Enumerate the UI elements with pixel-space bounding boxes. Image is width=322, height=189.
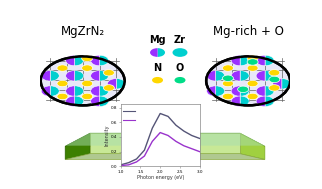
Wedge shape xyxy=(265,70,274,81)
Wedge shape xyxy=(256,70,265,81)
Wedge shape xyxy=(282,79,291,89)
Circle shape xyxy=(57,93,68,100)
Text: O: O xyxy=(176,63,184,73)
Text: Mg: Mg xyxy=(149,35,166,45)
Wedge shape xyxy=(66,70,75,81)
Wedge shape xyxy=(66,96,75,107)
Circle shape xyxy=(206,57,290,105)
Circle shape xyxy=(152,77,163,83)
Circle shape xyxy=(247,59,258,65)
Circle shape xyxy=(57,65,68,71)
Wedge shape xyxy=(240,86,249,96)
Circle shape xyxy=(223,80,233,87)
Circle shape xyxy=(223,93,233,100)
Wedge shape xyxy=(231,55,240,66)
Wedge shape xyxy=(50,70,59,81)
Wedge shape xyxy=(207,86,216,96)
Circle shape xyxy=(82,65,93,71)
Circle shape xyxy=(238,86,249,93)
Wedge shape xyxy=(99,55,109,66)
Circle shape xyxy=(223,65,233,71)
Wedge shape xyxy=(91,86,99,96)
Wedge shape xyxy=(207,70,216,81)
Circle shape xyxy=(269,85,280,91)
Polygon shape xyxy=(65,133,265,146)
Wedge shape xyxy=(75,96,84,107)
Wedge shape xyxy=(75,86,84,96)
Polygon shape xyxy=(65,154,265,160)
Wedge shape xyxy=(50,86,59,96)
Y-axis label: Intensity: Intensity xyxy=(104,124,109,146)
Circle shape xyxy=(57,80,68,87)
Wedge shape xyxy=(231,86,240,96)
Text: MgZrN₂: MgZrN₂ xyxy=(61,25,105,38)
Circle shape xyxy=(269,70,280,76)
Circle shape xyxy=(247,80,258,87)
Polygon shape xyxy=(90,133,240,154)
Text: N: N xyxy=(154,63,162,73)
Circle shape xyxy=(269,76,280,83)
Wedge shape xyxy=(240,70,249,81)
Wedge shape xyxy=(66,55,75,66)
Circle shape xyxy=(103,85,114,91)
Text: Zr: Zr xyxy=(174,35,186,45)
Wedge shape xyxy=(216,70,225,81)
Text: Mg-rich + O: Mg-rich + O xyxy=(213,25,284,38)
Wedge shape xyxy=(99,70,109,81)
Circle shape xyxy=(247,55,258,62)
Wedge shape xyxy=(265,55,274,66)
Wedge shape xyxy=(273,79,282,89)
Wedge shape xyxy=(41,86,50,96)
Wedge shape xyxy=(91,55,99,66)
Wedge shape xyxy=(256,86,265,96)
Circle shape xyxy=(82,80,93,87)
Wedge shape xyxy=(231,96,240,107)
Wedge shape xyxy=(99,96,109,107)
Wedge shape xyxy=(41,70,50,81)
Wedge shape xyxy=(265,86,274,96)
Wedge shape xyxy=(150,48,157,57)
Circle shape xyxy=(173,48,187,57)
Wedge shape xyxy=(256,96,265,107)
Circle shape xyxy=(103,70,114,76)
Wedge shape xyxy=(91,70,99,81)
Circle shape xyxy=(175,77,185,83)
Circle shape xyxy=(247,65,258,71)
Wedge shape xyxy=(91,96,99,107)
Wedge shape xyxy=(107,79,116,89)
Polygon shape xyxy=(65,133,90,160)
Polygon shape xyxy=(65,132,265,146)
Wedge shape xyxy=(75,55,84,66)
Wedge shape xyxy=(157,48,165,57)
Circle shape xyxy=(82,55,93,62)
Polygon shape xyxy=(240,133,265,160)
Wedge shape xyxy=(256,55,265,66)
Wedge shape xyxy=(231,70,240,81)
Wedge shape xyxy=(75,70,84,81)
Circle shape xyxy=(223,75,233,81)
Wedge shape xyxy=(99,86,109,96)
Circle shape xyxy=(82,93,93,100)
Wedge shape xyxy=(265,96,274,107)
Circle shape xyxy=(41,57,125,105)
Wedge shape xyxy=(240,55,249,66)
Wedge shape xyxy=(66,86,75,96)
X-axis label: Photon energy (eV): Photon energy (eV) xyxy=(137,175,184,180)
Circle shape xyxy=(247,93,258,100)
Wedge shape xyxy=(240,96,249,107)
Wedge shape xyxy=(116,79,125,89)
Wedge shape xyxy=(216,86,225,96)
